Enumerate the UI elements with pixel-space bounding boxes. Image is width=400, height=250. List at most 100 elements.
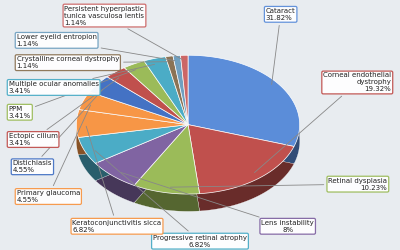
Polygon shape (76, 116, 188, 144)
Text: Primary glaucoma
4.55%: Primary glaucoma 4.55% (17, 105, 90, 203)
Polygon shape (107, 74, 188, 131)
Polygon shape (134, 136, 200, 205)
Polygon shape (78, 129, 188, 168)
Polygon shape (180, 62, 188, 131)
Polygon shape (95, 129, 188, 190)
Polygon shape (90, 77, 188, 125)
Text: Progressive retinal atrophy
6.82%: Progressive retinal atrophy 6.82% (95, 151, 247, 248)
Polygon shape (95, 133, 188, 194)
Polygon shape (124, 72, 188, 136)
Polygon shape (166, 71, 188, 140)
Polygon shape (188, 127, 294, 196)
Polygon shape (79, 92, 188, 125)
Polygon shape (95, 142, 188, 203)
Polygon shape (107, 81, 188, 138)
Polygon shape (188, 140, 294, 209)
Polygon shape (107, 85, 188, 142)
Polygon shape (166, 73, 188, 142)
Polygon shape (180, 58, 188, 127)
Polygon shape (90, 94, 188, 142)
Polygon shape (188, 55, 300, 146)
Polygon shape (76, 120, 188, 148)
Polygon shape (134, 127, 200, 196)
Polygon shape (144, 65, 188, 133)
Polygon shape (188, 68, 300, 160)
Polygon shape (173, 60, 188, 129)
Polygon shape (188, 66, 300, 157)
Polygon shape (166, 62, 188, 131)
Polygon shape (107, 83, 188, 140)
Polygon shape (95, 138, 188, 198)
Polygon shape (95, 140, 188, 200)
Polygon shape (78, 127, 188, 166)
Polygon shape (188, 129, 294, 198)
Polygon shape (134, 129, 200, 198)
Polygon shape (124, 70, 188, 133)
Polygon shape (79, 103, 188, 136)
Polygon shape (95, 127, 188, 188)
Polygon shape (180, 66, 188, 136)
Polygon shape (79, 96, 188, 129)
Polygon shape (166, 60, 188, 129)
Polygon shape (78, 136, 188, 174)
Polygon shape (76, 114, 188, 142)
Polygon shape (79, 98, 188, 131)
Polygon shape (134, 125, 200, 194)
Polygon shape (79, 101, 188, 133)
Polygon shape (188, 72, 300, 164)
Polygon shape (188, 133, 294, 202)
Text: Keratoconjunctivitis sicca
6.82%: Keratoconjunctivitis sicca 6.82% (72, 126, 162, 233)
Polygon shape (95, 136, 188, 196)
Polygon shape (173, 68, 188, 138)
Polygon shape (76, 122, 188, 150)
Polygon shape (90, 81, 188, 129)
Polygon shape (166, 67, 188, 136)
Polygon shape (144, 59, 188, 127)
Polygon shape (78, 131, 188, 170)
Polygon shape (124, 74, 188, 138)
Text: PPM
3.41%: PPM 3.41% (9, 70, 136, 119)
Polygon shape (144, 68, 188, 136)
Polygon shape (107, 70, 188, 127)
Polygon shape (79, 105, 188, 138)
Text: Persistent hyperplastic
tunica vasculosa lentis
1.14%: Persistent hyperplastic tunica vasculosa… (64, 6, 182, 60)
Polygon shape (76, 112, 188, 140)
Polygon shape (188, 125, 294, 194)
Polygon shape (107, 68, 188, 125)
Polygon shape (124, 76, 188, 140)
Polygon shape (95, 125, 188, 186)
Polygon shape (188, 64, 300, 155)
Polygon shape (173, 70, 188, 140)
Polygon shape (124, 63, 188, 127)
Polygon shape (134, 131, 200, 200)
Polygon shape (90, 79, 188, 127)
Polygon shape (180, 60, 188, 129)
Polygon shape (124, 61, 188, 125)
Polygon shape (78, 142, 188, 181)
Polygon shape (166, 64, 188, 133)
Polygon shape (144, 61, 188, 129)
Polygon shape (180, 72, 188, 142)
Polygon shape (180, 70, 188, 140)
Polygon shape (188, 142, 294, 211)
Polygon shape (79, 109, 188, 142)
Text: Multiple ocular anomalies
3.41%: Multiple ocular anomalies 3.41% (9, 64, 154, 94)
Polygon shape (180, 55, 188, 125)
Polygon shape (180, 68, 188, 138)
Polygon shape (134, 142, 200, 212)
Polygon shape (107, 78, 188, 136)
Polygon shape (134, 138, 200, 207)
Polygon shape (144, 63, 188, 131)
Polygon shape (173, 73, 188, 142)
Polygon shape (188, 58, 300, 148)
Polygon shape (90, 86, 188, 133)
Text: Distichiasis
4.55%: Distichiasis 4.55% (13, 89, 103, 173)
Polygon shape (79, 94, 188, 127)
Polygon shape (90, 88, 188, 136)
Polygon shape (173, 64, 188, 133)
Polygon shape (144, 57, 188, 125)
Polygon shape (90, 92, 188, 140)
Polygon shape (107, 72, 188, 129)
Polygon shape (144, 72, 188, 140)
Text: Lens instability
8%: Lens instability 8% (121, 172, 314, 233)
